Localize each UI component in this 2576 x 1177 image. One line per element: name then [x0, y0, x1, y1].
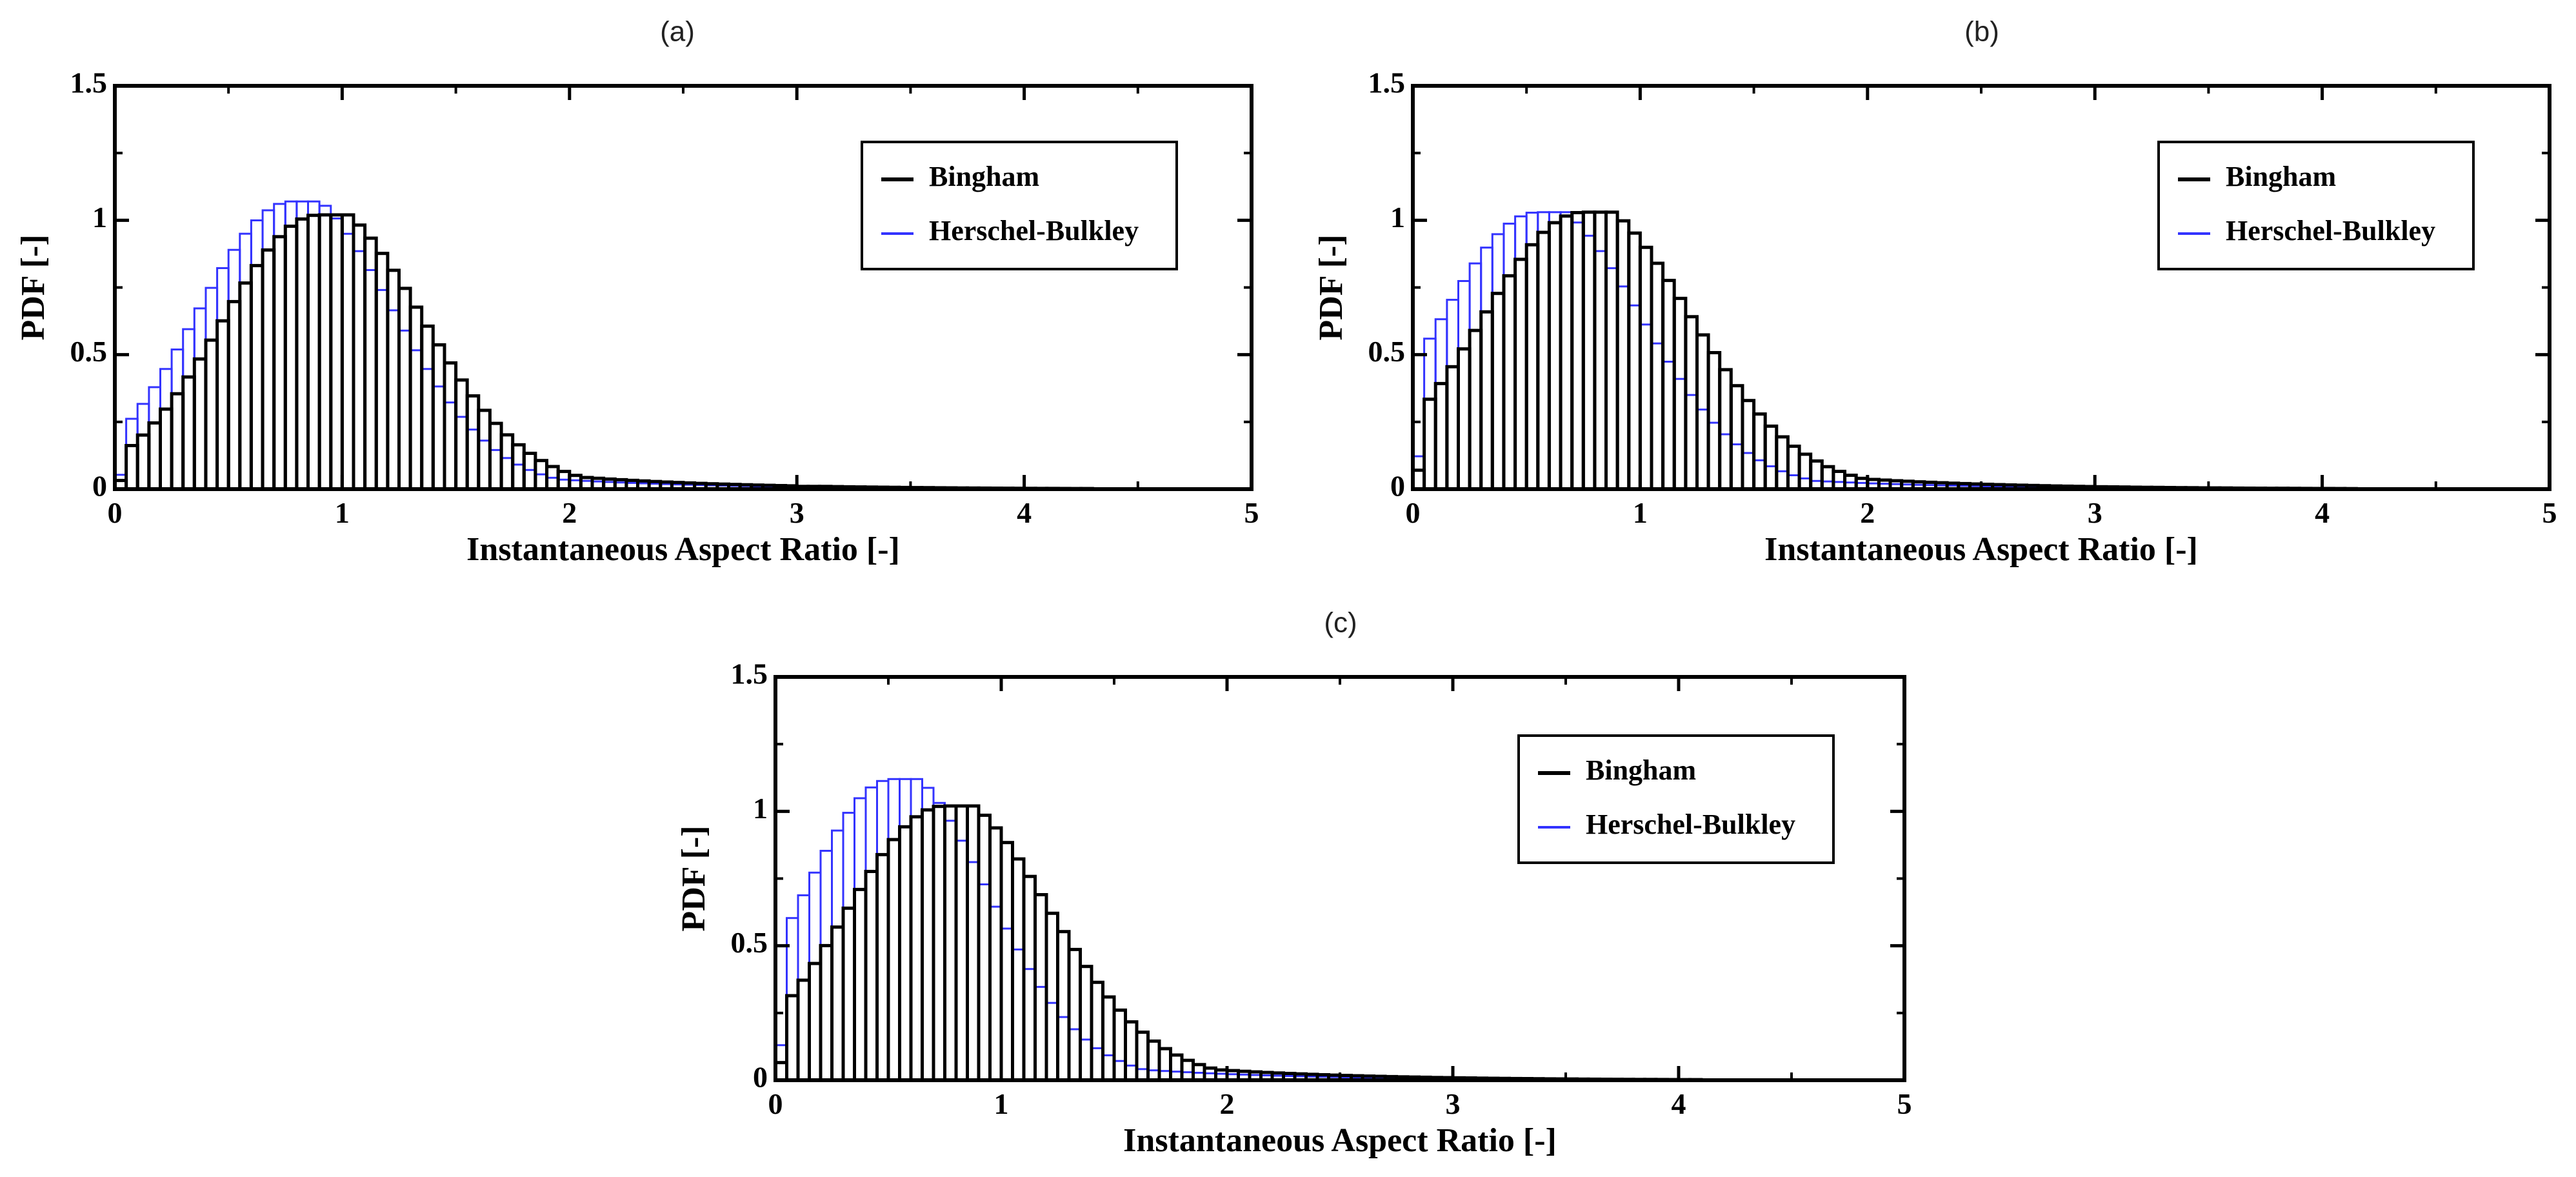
chart-panel-a: (a) 0 1 2 3 4 5 0 0.5 1 1.5 Instantaneous Aspect Ra…: [15, 16, 1259, 568]
x-tick-label: 4: [2315, 496, 2330, 529]
y-tick-label: 1: [92, 201, 107, 234]
x-axis-title: Instantaneous Aspect Ratio [-]: [1764, 531, 2198, 568]
legend-label: Bingham: [2226, 161, 2336, 192]
y-tick-label: 0: [753, 1061, 768, 1094]
legend-label: Bingham: [929, 161, 1039, 192]
x-tick-label: 3: [2088, 496, 2102, 529]
y-tick-label: 1: [753, 792, 768, 825]
x-tick-label: 4: [1672, 1087, 1686, 1120]
x-axis-title: Instantaneous Aspect Ratio [-]: [466, 531, 900, 568]
x-tick-label: 1: [335, 496, 350, 529]
panel-label: (b): [1964, 16, 1999, 48]
y-tick-label: 1.5: [1368, 66, 1406, 99]
y-tick-label: 0: [92, 470, 107, 503]
y-tick-label: 1: [1390, 201, 1405, 234]
x-tick-label: 2: [1860, 496, 1875, 529]
y-tick-label: 0: [1390, 470, 1405, 503]
legend-box: [2157, 141, 2475, 270]
x-axis-title: Instantaneous Aspect Ratio [-]: [1123, 1122, 1557, 1159]
y-tick-label: 0.5: [70, 335, 108, 368]
legend-label: Herschel-Bulkley: [2226, 215, 2435, 246]
x-tick-label: 5: [1244, 496, 1259, 529]
chart-panel-c: (c) 0 1 2 3 4 5 0 0.5 1 1.5 Instantaneous Aspect Ra…: [675, 607, 1912, 1159]
x-tick-label: 2: [1220, 1087, 1235, 1120]
legend-label: Herschel-Bulkley: [1586, 809, 1795, 840]
x-tick-label: 5: [1897, 1087, 1912, 1120]
legend: Bingham Herschel-Bulkley: [861, 141, 1178, 270]
legend: Bingham Herschel-Bulkley: [1517, 734, 1835, 864]
panel-label: (a): [660, 16, 695, 48]
legend-box: [861, 141, 1178, 270]
panel-label: (c): [1324, 607, 1357, 639]
y-tick-label: 1.5: [70, 66, 108, 99]
y-axis-title: PDF [-]: [675, 825, 712, 931]
x-tick-label: 3: [790, 496, 804, 529]
x-tick-label: 0: [768, 1087, 783, 1120]
y-tick-label: 1.5: [731, 658, 768, 690]
x-tick-label: 0: [108, 496, 123, 529]
x-tick-label: 0: [1406, 496, 1421, 529]
y-axis-title: PDF [-]: [1313, 234, 1350, 340]
x-tick-label: 3: [1446, 1087, 1461, 1120]
x-tick-label: 4: [1017, 496, 1032, 529]
x-tick-label: 2: [562, 496, 577, 529]
y-tick-label: 0.5: [1368, 335, 1406, 368]
x-tick-label: 1: [1633, 496, 1648, 529]
legend-label: Herschel-Bulkley: [929, 215, 1139, 246]
x-tick-label: 1: [994, 1087, 1009, 1120]
legend-label: Bingham: [1586, 754, 1696, 786]
chart-panel-b: (b) 0 1 2 3 4 5 0 0.5 1 1.5 Instantaneous Aspect Ra…: [1313, 16, 2557, 568]
legend: Bingham Herschel-Bulkley: [2157, 141, 2475, 270]
y-axis-title: PDF [-]: [15, 234, 52, 340]
x-tick-label: 5: [2542, 496, 2557, 529]
y-tick-label: 0.5: [731, 926, 768, 959]
legend-box: [1517, 734, 1835, 864]
